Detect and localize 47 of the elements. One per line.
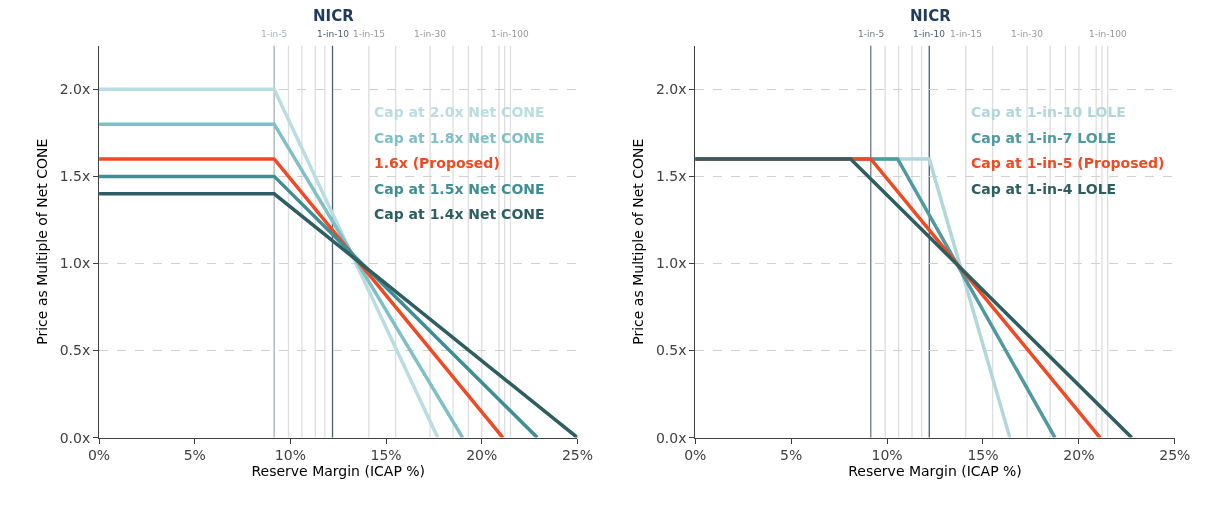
y-tick-label: 1.0x — [59, 255, 91, 272]
text: Cap at 1.5x Net CONE — [374, 181, 545, 197]
ref-line-label: 1-in-10 — [913, 29, 946, 39]
ref-line-label: 1-in-30 — [1011, 29, 1044, 39]
y-tick-label: 2.0x — [59, 81, 91, 98]
text: Cap at 1.8x Net CONE — [374, 130, 545, 146]
y-tick-label: 0.5x — [59, 342, 91, 359]
text: Cap at 1-in-4 LOLE — [971, 181, 1117, 197]
y-axis-title: Price as Multiple of Net CONE — [34, 138, 51, 345]
text: NICR — [313, 7, 355, 25]
text: Cap at 1-in-10 LOLE — [971, 104, 1126, 120]
y-tick-label: 0.0x — [655, 429, 687, 446]
x-tick-label: 0% — [87, 447, 111, 464]
text: Cap at 2.0x Net CONE — [374, 104, 545, 120]
ref-line-label: 1-in-30 — [414, 29, 447, 39]
text: Cap at 1.4x Net CONE — [374, 206, 545, 222]
ref-line-label: 1-in-5 — [858, 29, 885, 39]
ref-line-label: 1-in-15 — [353, 29, 385, 39]
x-tick-label: 5% — [780, 447, 803, 464]
x-tick-label: 25% — [1159, 447, 1191, 464]
x-tick-label: 20% — [466, 447, 498, 464]
y-tick-label: 1.0x — [655, 255, 687, 272]
x-tick-label: 5% — [183, 447, 206, 464]
text: Cap at 1-in-5 (Proposed) — [971, 155, 1165, 171]
ref-line-label: 1-in-5 — [261, 29, 288, 39]
text: NICR — [910, 7, 952, 25]
ref-line-label: 1-in-100 — [1089, 29, 1127, 39]
x-tick-label: 15% — [370, 447, 402, 464]
ref-line-label: 1-in-15 — [950, 29, 982, 39]
y-tick-label: 1.5x — [655, 168, 687, 185]
y-axis-title: Price as Multiple of Net CONE — [630, 138, 647, 345]
y-tick-label: 2.0x — [655, 81, 687, 98]
x-tick-label: 10% — [871, 447, 903, 464]
y-tick-label: 1.5x — [59, 168, 91, 185]
ref-line-label: 1-in-100 — [491, 29, 529, 39]
x-tick-label: 10% — [274, 447, 306, 464]
y-tick-label: 0.5x — [655, 342, 687, 359]
x-tick-label: 25% — [561, 447, 593, 464]
text: Cap at 1-in-7 LOLE — [971, 130, 1117, 146]
x-axis-title: Reserve Margin (ICAP %) — [251, 463, 426, 480]
text: 1.6x (Proposed) — [374, 155, 500, 171]
ref-line-label: 1-in-10 — [317, 29, 350, 39]
x-tick-label: 15% — [967, 447, 999, 464]
x-axis-title: Reserve Margin (ICAP %) — [848, 463, 1022, 480]
x-tick-label: 20% — [1063, 447, 1095, 464]
y-tick-label: 0.0x — [59, 429, 91, 446]
x-tick-label: 0% — [684, 447, 707, 464]
